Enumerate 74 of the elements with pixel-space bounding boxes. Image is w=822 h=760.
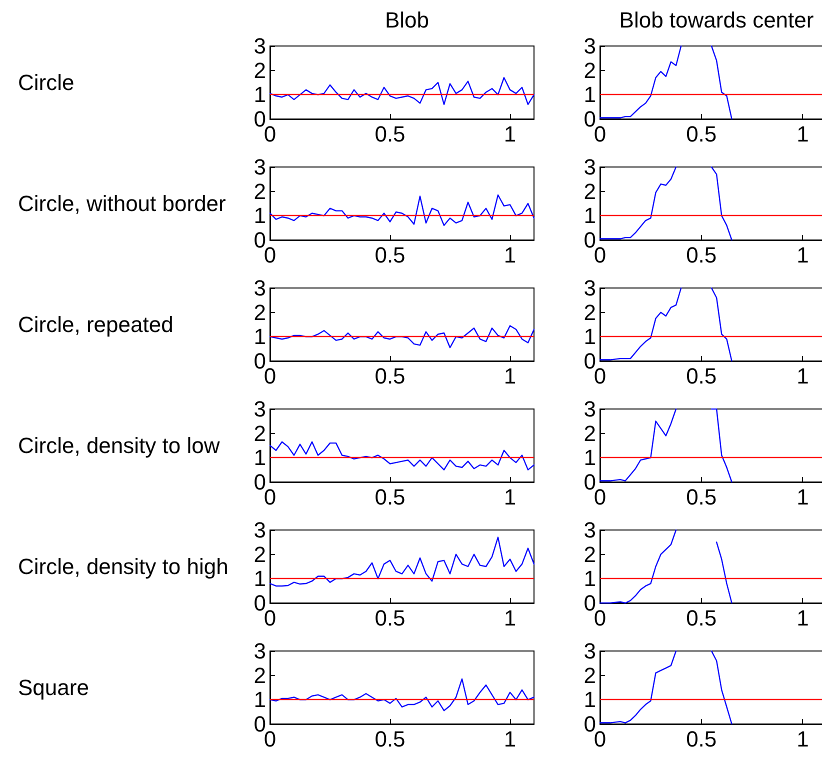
y-axis-title: Circle — [18, 70, 74, 95]
y-axis-title: Square — [18, 675, 89, 700]
x-tick-label: 0.5 — [374, 242, 406, 268]
y-tick-label: 2 — [254, 542, 266, 567]
x-tick-label: 1 — [796, 726, 809, 752]
x-tick-label: 0.5 — [686, 606, 717, 630]
line-series — [269, 678, 535, 712]
y-tick-label: 1 — [254, 566, 266, 592]
y-tick-label: 1 — [254, 445, 266, 470]
x-tick-label: 0.5 — [686, 484, 717, 510]
line-series — [269, 77, 535, 105]
y-tick-label: 1 — [254, 203, 266, 228]
x-tick-label: 1 — [504, 122, 516, 146]
x-tick-label: 1 — [796, 242, 809, 268]
x-tick-label: 1 — [504, 606, 516, 630]
y-tick-label: 3 — [584, 154, 596, 180]
x-tick-label: 1 — [796, 122, 809, 146]
x-tick-label: 0.5 — [374, 606, 406, 630]
y-axis-title: Circle, without border — [18, 191, 226, 216]
y-axis-title: Circle, repeated — [18, 312, 174, 337]
y-tick-label: 1 — [584, 687, 596, 712]
y-tick-label: 3 — [584, 396, 596, 422]
x-tick-label: 1 — [504, 726, 516, 752]
y-tick-label: 1 — [584, 566, 596, 592]
x-tick-label: 0.5 — [374, 484, 406, 510]
y-tick-label: 2 — [584, 542, 596, 567]
y-tick-label: 1 — [584, 445, 596, 470]
y-tick-label: 3 — [254, 638, 266, 664]
y-tick-label: 2 — [254, 300, 266, 325]
x-tick-label: 1 — [796, 606, 809, 630]
y-tick-label: 1 — [254, 687, 266, 712]
chart-title: Blob towards center — [619, 8, 814, 32]
y-tick-label: 3 — [254, 276, 266, 300]
x-tick-label: 0.5 — [686, 122, 717, 146]
y-tick-label: 2 — [254, 420, 266, 446]
y-tick-label: 2 — [254, 662, 266, 688]
x-tick-label: 1 — [504, 242, 516, 268]
x-tick-label: 1 — [504, 364, 516, 388]
y-tick-label: 3 — [254, 154, 266, 180]
y-axis-title: Circle, density to high — [18, 554, 228, 579]
x-tick-label: 0.5 — [686, 242, 717, 268]
y-tick-label: 2 — [584, 300, 596, 325]
y-tick-label: 3 — [584, 34, 596, 58]
y-tick-label: 2 — [584, 58, 596, 83]
x-tick-label: 0.5 — [374, 122, 406, 146]
x-tick-label: 0.5 — [686, 364, 717, 388]
line-series — [269, 441, 535, 470]
line-series — [269, 194, 535, 226]
y-tick-label: 1 — [584, 324, 596, 350]
y-tick-label: 3 — [254, 518, 266, 542]
x-tick-label: 0.5 — [686, 726, 717, 752]
x-tick-label: 0.5 — [374, 726, 406, 752]
chart-title: Blob — [384, 8, 430, 32]
y-tick-label: 1 — [254, 82, 266, 108]
y-tick-label: 3 — [584, 518, 596, 542]
x-tick-label: 1 — [504, 484, 516, 510]
line-series — [269, 325, 535, 348]
y-tick-label: 1 — [584, 203, 596, 228]
y-tick-label: 3 — [254, 396, 266, 422]
y-tick-label: 1 — [254, 324, 266, 350]
line-series — [269, 536, 535, 587]
y-axis-title: Circle, density to low — [18, 433, 220, 458]
x-tick-label: 1 — [796, 364, 809, 388]
x-tick-label: 0.5 — [374, 364, 406, 388]
y-tick-label: 3 — [584, 638, 596, 664]
y-tick-label: 2 — [584, 420, 596, 446]
x-tick-label: 1 — [796, 484, 809, 510]
y-tick-label: 1 — [584, 82, 596, 108]
y-tick-label: 2 — [254, 58, 266, 83]
y-tick-label: 3 — [254, 34, 266, 58]
y-tick-label: 3 — [584, 276, 596, 300]
y-tick-label: 2 — [584, 178, 596, 204]
y-tick-label: 2 — [254, 178, 266, 204]
y-tick-label: 2 — [584, 662, 596, 688]
